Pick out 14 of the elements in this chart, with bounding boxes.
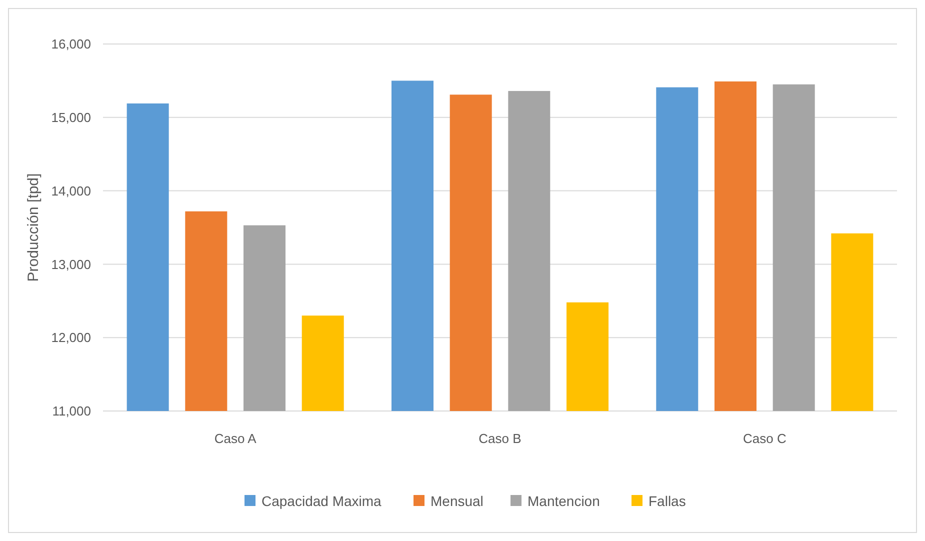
y-tick-label: 16,000 <box>51 36 91 52</box>
x-tick-label: Caso A <box>214 431 257 446</box>
y-tick-label: 11,000 <box>52 404 91 419</box>
legend-label: Capacidad Maxima <box>262 492 382 509</box>
legend-label: Mantencion <box>528 492 600 509</box>
y-tick-label: 14,000 <box>51 183 91 198</box>
x-tick-label: Caso C <box>742 431 786 446</box>
y-tick-label: 12,000 <box>51 330 91 346</box>
legend-label: Mensual <box>430 492 484 509</box>
y-axis-title: Producción [tpd] <box>25 173 42 282</box>
x-tick-label: Caso B <box>478 431 522 446</box>
legend-label: Fallas <box>648 492 686 509</box>
y-tick-label: 13,000 <box>51 256 91 272</box>
y-tick-label: 15,000 <box>51 110 91 125</box>
